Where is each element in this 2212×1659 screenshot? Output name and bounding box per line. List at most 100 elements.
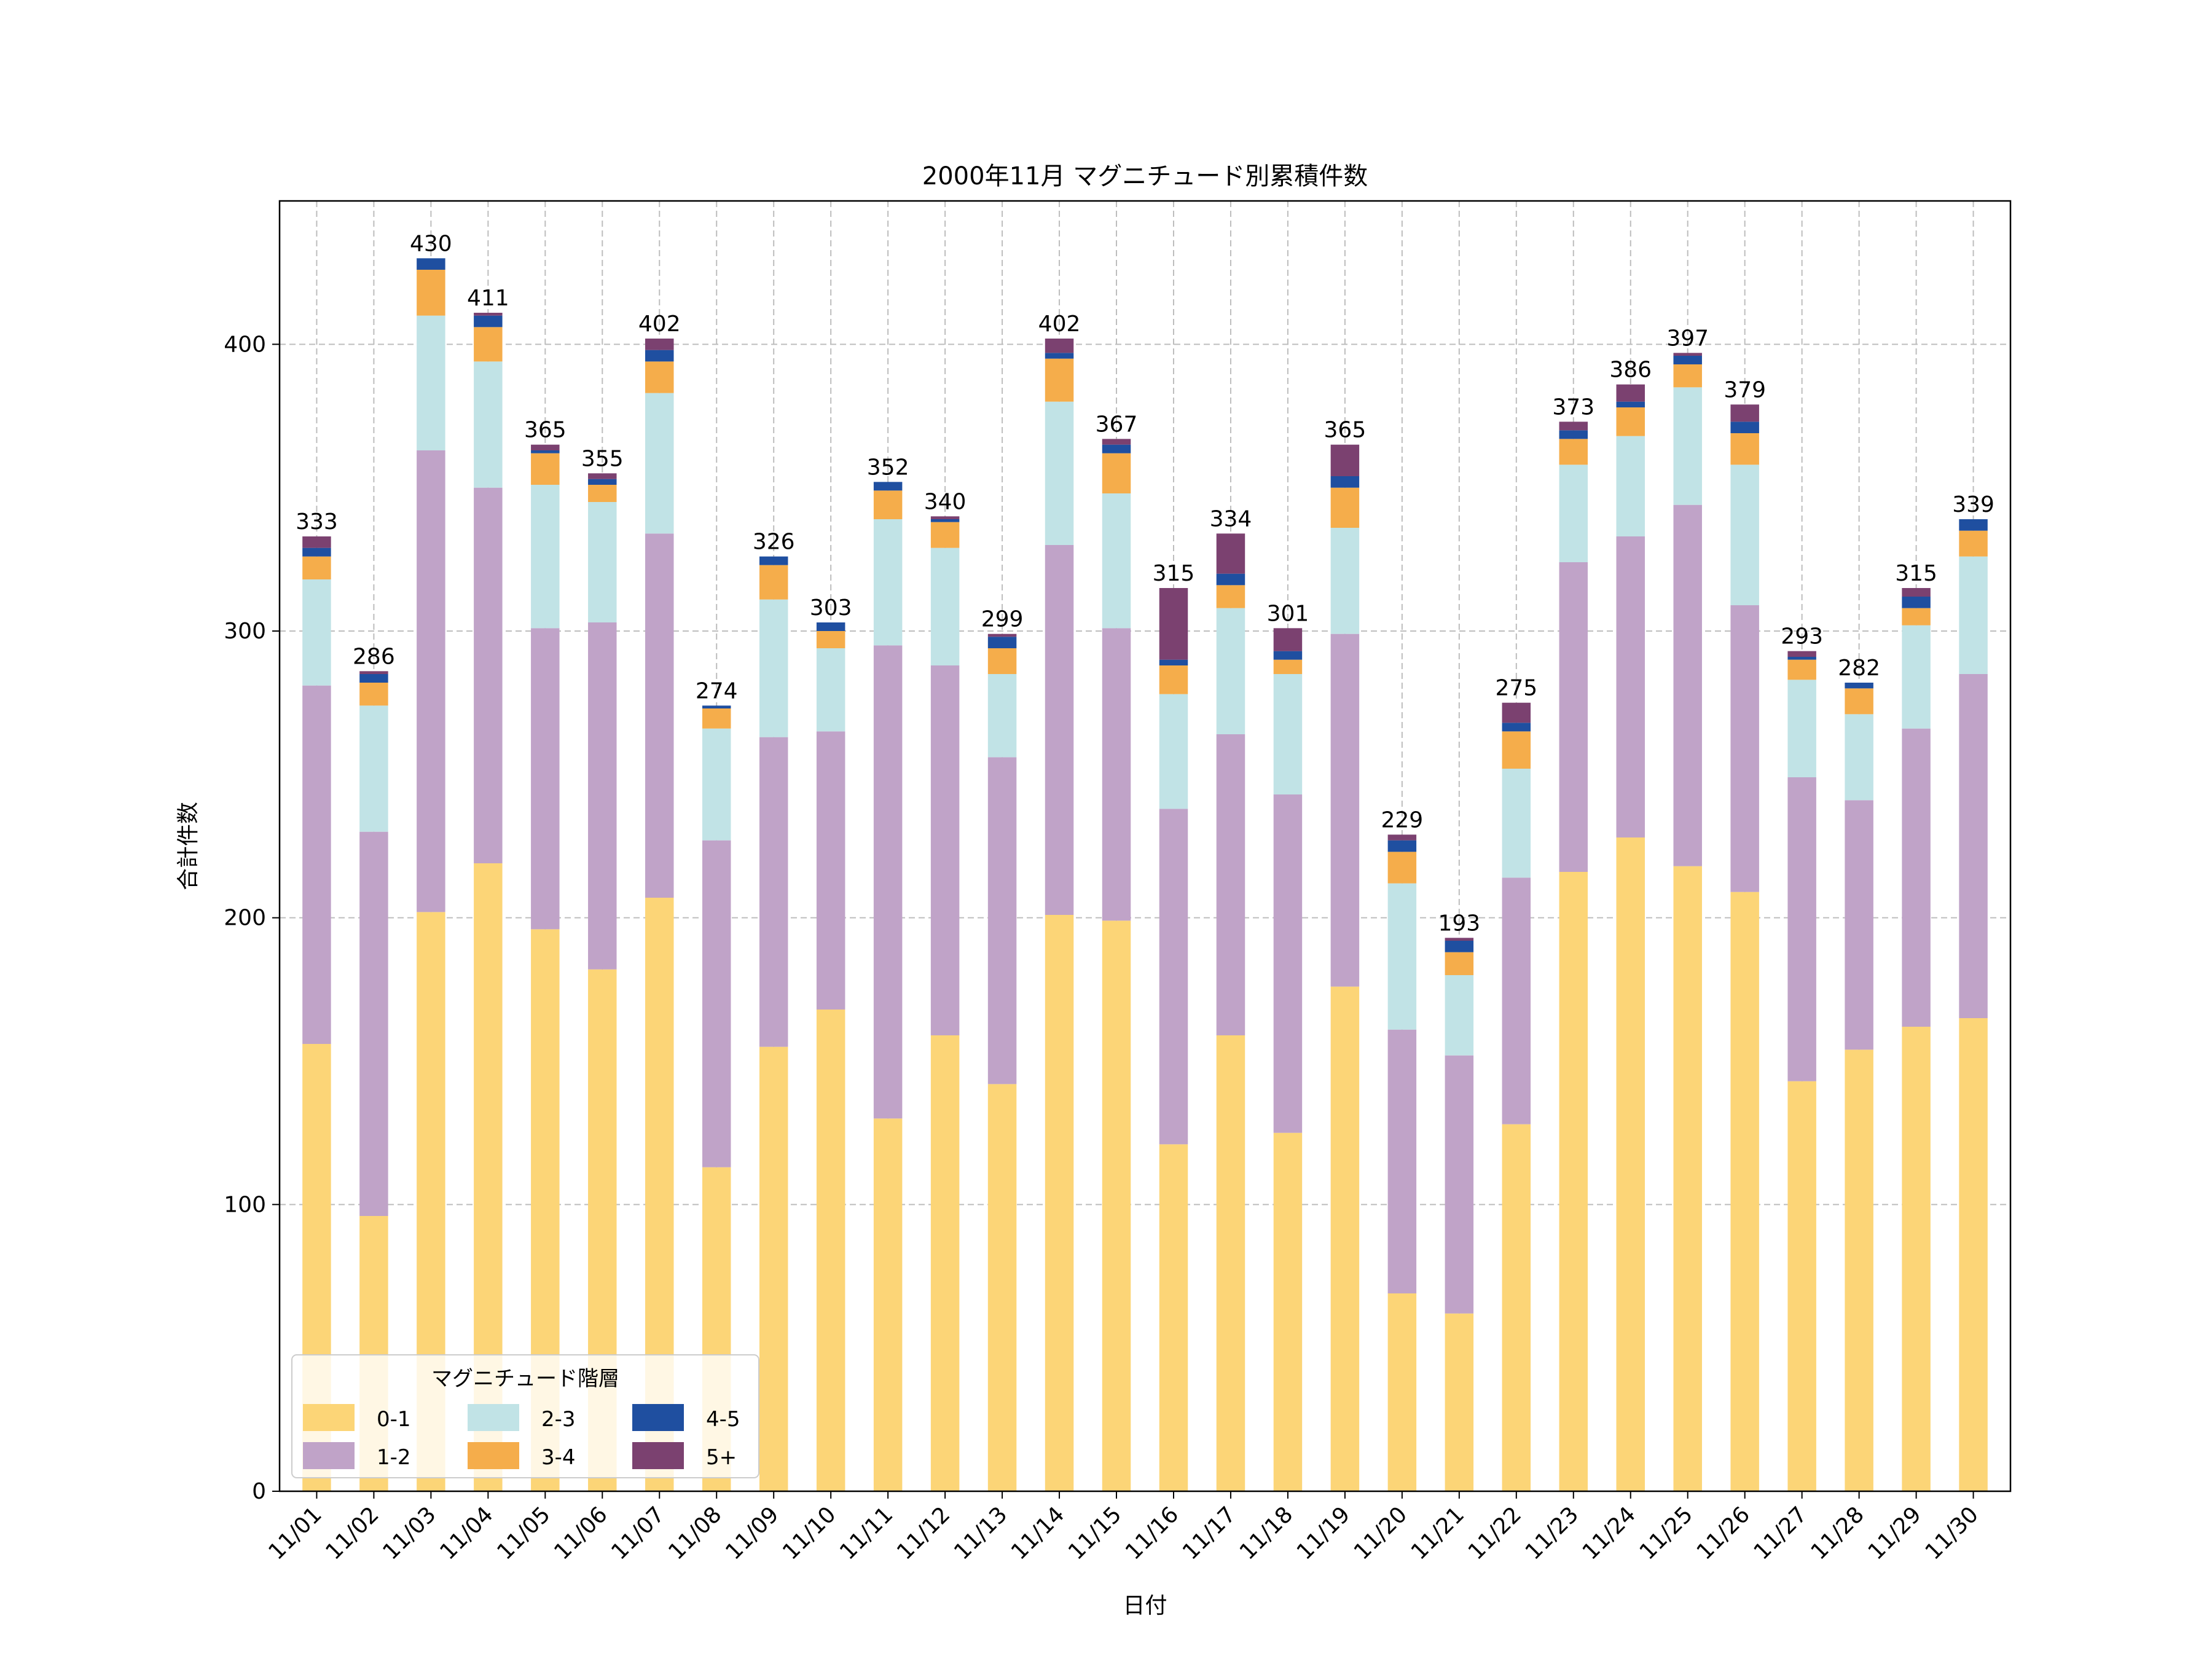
- y-tick-label: 300: [224, 619, 266, 644]
- y-axis: 0 100 200 300 400: [224, 332, 280, 1504]
- bar-segment-1-2: [359, 831, 388, 1216]
- x-tick-label: 11/18: [1235, 1502, 1298, 1564]
- bar-segment-0-1: [1730, 892, 1759, 1491]
- bar-segment-5+: [1502, 702, 1531, 723]
- bar-segment-4-5: [1102, 444, 1131, 453]
- bar-segment-4-5: [1730, 422, 1759, 433]
- bar-segment-0-1: [1616, 837, 1645, 1491]
- bar-segment-0-1: [873, 1118, 903, 1491]
- bar-segment-0-1: [1159, 1144, 1188, 1491]
- total-label: 303: [810, 595, 852, 621]
- bar-segment-3-4: [1902, 608, 1931, 626]
- bar-segment-0-1: [1387, 1293, 1417, 1491]
- x-tick-label: 11/26: [1692, 1502, 1755, 1564]
- bar-segment-2-3: [1845, 714, 1873, 801]
- bar-segment-0-1: [1330, 986, 1360, 1491]
- total-label: 274: [696, 678, 738, 704]
- bar-segment-3-4: [1387, 852, 1417, 884]
- bar-segment-3-4: [1616, 407, 1645, 436]
- bar-segment-4-5: [1902, 597, 1931, 608]
- bar-segment-0-1: [930, 1035, 960, 1491]
- total-label: 373: [1552, 394, 1594, 420]
- bar-segment-0-1: [1045, 915, 1074, 1491]
- bar-segment-3-4: [987, 648, 1017, 674]
- x-tick-label: 11/29: [1864, 1502, 1926, 1564]
- total-label: 282: [1838, 656, 1880, 681]
- total-label: 402: [1038, 312, 1081, 337]
- bar-segment-2-3: [1559, 465, 1588, 562]
- x-tick-label: 11/22: [1464, 1502, 1526, 1564]
- total-label: 386: [1609, 358, 1652, 383]
- bar-segment-0-1: [1673, 866, 1702, 1491]
- bar-segment-5+: [1387, 834, 1417, 841]
- x-tick-label: 11/10: [778, 1502, 841, 1564]
- bar-segment-4-5: [359, 674, 388, 683]
- bar-segment-1-2: [1902, 728, 1931, 1027]
- bar-segment-2-3: [302, 579, 331, 686]
- total-label: 293: [1781, 624, 1823, 649]
- total-label: 301: [1267, 601, 1309, 626]
- bar-segment-5+: [1216, 533, 1245, 574]
- bar-segment-5+: [531, 444, 560, 450]
- bar-segment-3-4: [1273, 659, 1303, 674]
- bar-segment-5+: [1787, 651, 1816, 657]
- bar-segment-4-5: [1216, 573, 1245, 586]
- bar-segment-0-1: [1559, 872, 1588, 1491]
- bar-segment-5+: [1273, 628, 1303, 651]
- bar-segment-2-3: [930, 547, 960, 665]
- bar-segment-4-5: [302, 547, 331, 557]
- bar-segment-5+: [1673, 353, 1702, 356]
- bar-segment-2-3: [417, 315, 445, 450]
- bar-segment-3-4: [1845, 688, 1873, 715]
- total-label: 315: [1153, 561, 1195, 586]
- total-label: 397: [1666, 326, 1709, 351]
- bar-segment-2-3: [645, 393, 674, 534]
- bar-segment-3-4: [645, 361, 674, 393]
- x-tick-label: 11/04: [435, 1502, 498, 1564]
- bars: [302, 258, 1988, 1491]
- x-tick-label: 11/17: [1178, 1502, 1241, 1564]
- bar-segment-0-1: [759, 1046, 788, 1491]
- x-tick-label: 11/28: [1806, 1502, 1869, 1564]
- legend-swatch-0-1: [303, 1404, 355, 1431]
- bar-segment-5+: [930, 516, 960, 519]
- bar-segment-5+: [1102, 439, 1131, 445]
- x-tick-label: 11/09: [721, 1502, 783, 1564]
- bar-segment-1-2: [1845, 800, 1873, 1050]
- x-tick-label: 11/21: [1406, 1502, 1469, 1564]
- total-label: 326: [753, 530, 795, 555]
- bar-segment-0-1: [987, 1084, 1017, 1491]
- bar-segment-2-3: [1159, 694, 1188, 809]
- bar-segment-2-3: [1102, 493, 1131, 629]
- total-label: 355: [581, 446, 624, 471]
- x-tick-label: 11/30: [1921, 1502, 1983, 1564]
- bar-segment-1-2: [474, 487, 503, 863]
- total-label: 367: [1096, 412, 1138, 437]
- legend-label: 3-4: [541, 1445, 576, 1470]
- bar-segment-5+: [1159, 588, 1188, 660]
- x-tick-label: 11/02: [321, 1502, 383, 1564]
- bar-segment-5+: [645, 339, 674, 350]
- bar-segment-4-5: [1787, 657, 1816, 660]
- x-tick-label: 11/01: [264, 1502, 326, 1564]
- bar-segment-1-2: [588, 622, 617, 970]
- bar-segment-0-1: [1216, 1035, 1245, 1491]
- bar-segment-5+: [474, 313, 503, 316]
- bar-segment-1-2: [1330, 633, 1360, 987]
- total-label: 333: [296, 509, 338, 535]
- x-tick-label: 11/15: [1064, 1502, 1126, 1564]
- bar-segment-4-5: [1045, 353, 1074, 359]
- bar-segment-4-5: [588, 479, 617, 485]
- bar-segment-2-3: [1673, 387, 1702, 505]
- x-tick-label: 11/07: [606, 1502, 669, 1564]
- bar-segment-1-2: [1559, 562, 1588, 872]
- total-label: 365: [524, 418, 567, 443]
- bar-segment-5+: [1330, 444, 1360, 476]
- total-label: 275: [1495, 676, 1537, 701]
- bar-segment-4-5: [1616, 401, 1645, 407]
- bar-segment-5+: [1045, 339, 1074, 353]
- bar-segment-1-2: [930, 665, 960, 1035]
- bar-segment-4-5: [816, 622, 845, 631]
- x-tick-label: 11/27: [1749, 1502, 1812, 1564]
